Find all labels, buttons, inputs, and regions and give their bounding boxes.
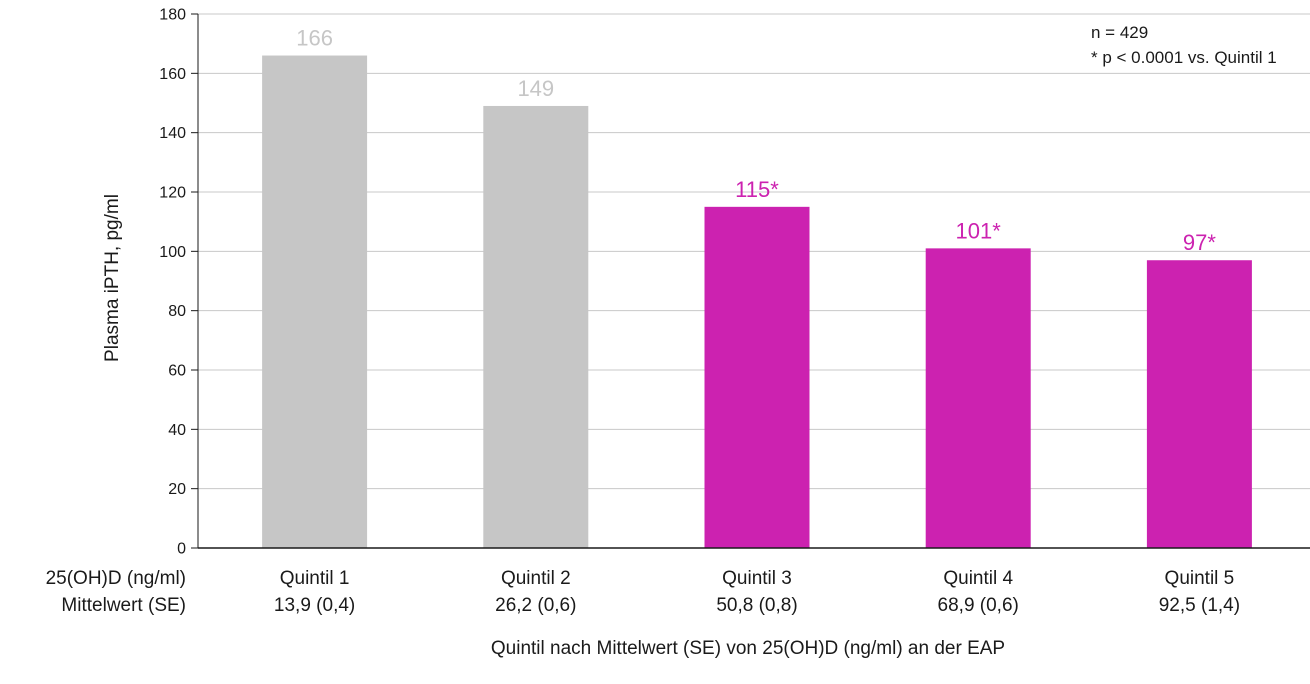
- y-tick-label: 160: [159, 66, 186, 83]
- category-label: Quintil 2: [501, 568, 571, 589]
- row-header-1: 25(OH)D (ng/ml): [46, 568, 186, 589]
- bar-value-label: 149: [517, 76, 554, 101]
- bar-value-label: 166: [296, 26, 333, 51]
- bars: [262, 55, 1252, 549]
- category-label: Quintil 3: [722, 568, 792, 589]
- category-label: Quintil 1: [280, 568, 350, 589]
- category-sublabel: 92,5 (1,4): [1159, 595, 1240, 616]
- bar-value-label: 115*: [735, 177, 779, 202]
- bar: [483, 105, 589, 548]
- y-tick-label: 120: [159, 185, 186, 202]
- bar-value-label: 97*: [1183, 230, 1216, 255]
- y-tick-label: 80: [168, 303, 186, 320]
- x-axis-title: Quintil nach Mittelwert (SE) von 25(OH)D…: [491, 638, 1005, 659]
- y-tick-label: 180: [159, 7, 186, 24]
- category-label: Quintil 5: [1165, 568, 1235, 589]
- category-sublabel: 26,2 (0,6): [495, 595, 576, 616]
- bar: [1146, 260, 1252, 548]
- significance-note: * p < 0.0001 vs. Quintil 1: [1091, 48, 1277, 67]
- category-label: Quintil 4: [943, 568, 1013, 589]
- y-tick-label: 60: [168, 363, 186, 380]
- category-sublabel: 50,8 (0,8): [716, 595, 797, 616]
- y-tick-label: 100: [159, 244, 186, 261]
- sample-size-note: n = 429: [1091, 23, 1148, 42]
- category-sublabel: 68,9 (0,6): [938, 595, 1019, 616]
- y-tick-label: 140: [159, 125, 186, 142]
- category-sublabel: 13,9 (0,4): [274, 595, 355, 616]
- y-tick-label: 20: [168, 481, 186, 498]
- bar-value-label: 101*: [956, 218, 1002, 243]
- y-axis: 0 20 40 60 80 100 120 140 160 180: [159, 7, 199, 558]
- category-labels: Quintil 1 13,9 (0,4) Quintil 2 26,2 (0,6) Qu…: [274, 568, 1240, 616]
- row-header-2: Mittelwert (SE): [61, 595, 186, 616]
- bar: [262, 55, 368, 549]
- y-axis-title: Plasma iPTH, pg/ml: [102, 194, 123, 362]
- bar: [925, 248, 1031, 548]
- bar: [704, 206, 810, 549]
- value-labels: 166 149 115* 101* 97*: [296, 26, 1216, 256]
- y-tick-label: 0: [177, 541, 186, 558]
- y-tick-label: 40: [168, 422, 186, 439]
